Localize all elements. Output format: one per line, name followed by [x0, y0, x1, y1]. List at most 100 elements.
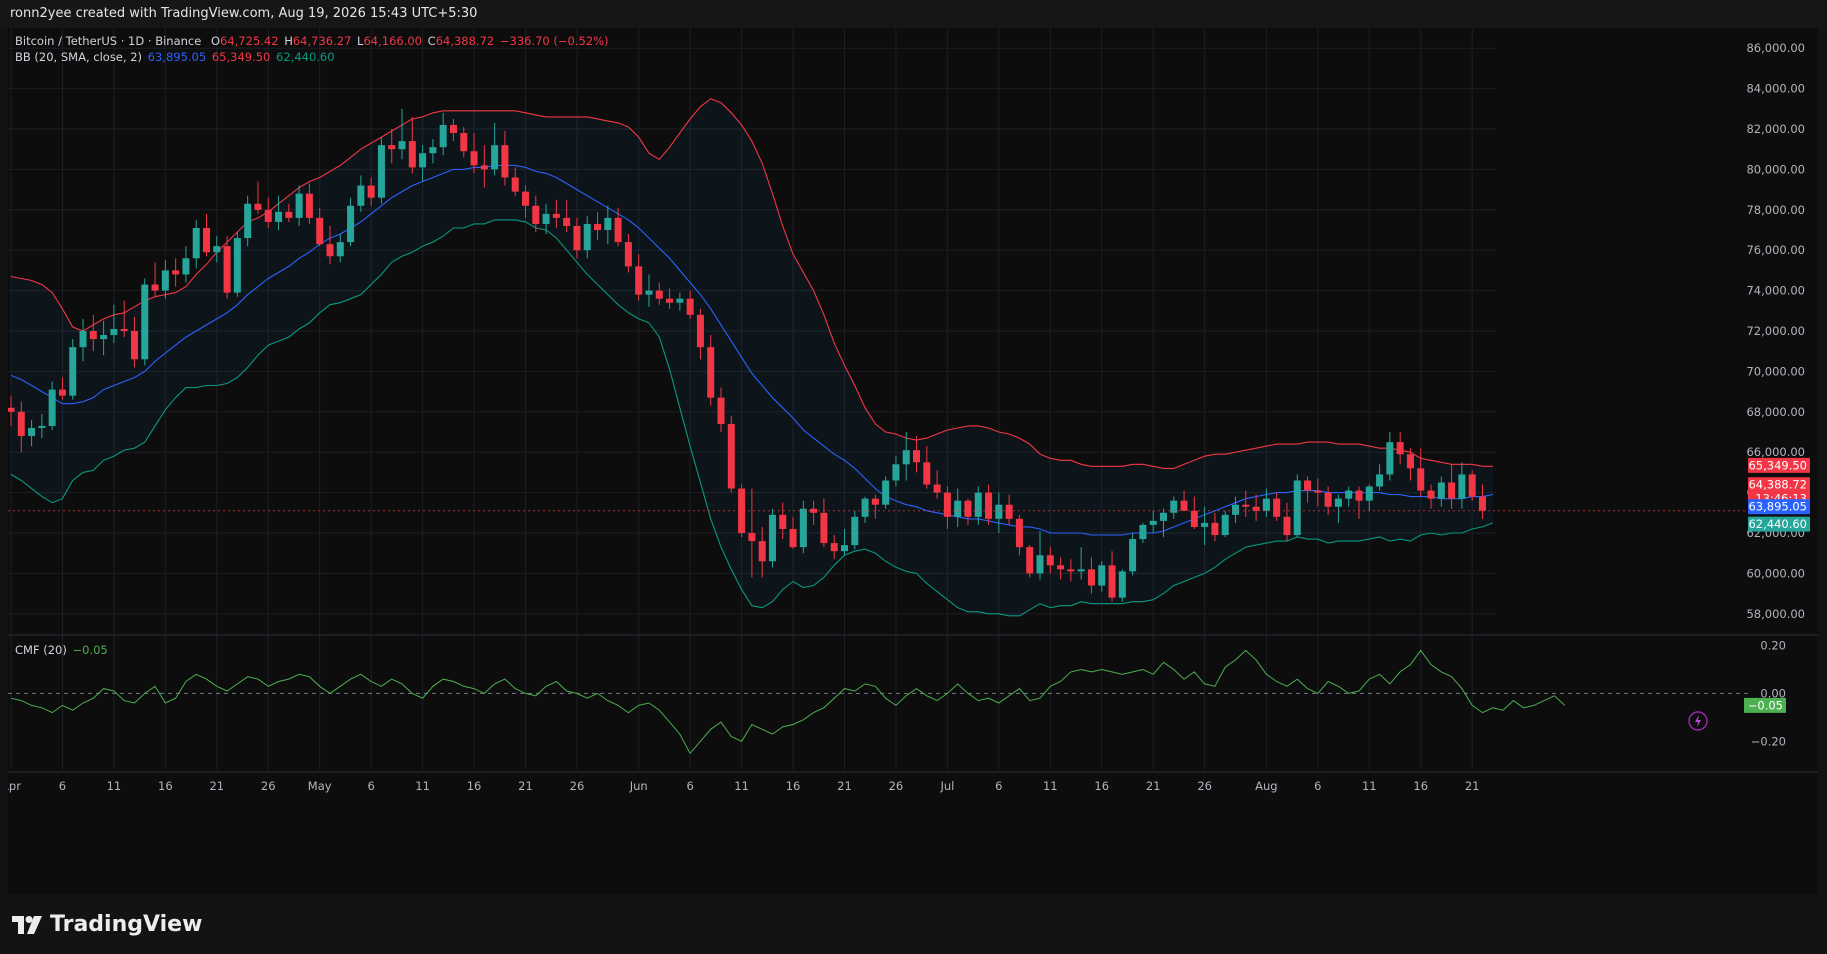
candle: [429, 139, 437, 164]
symbol-legend[interactable]: Bitcoin / TetherUS · 1D · Binance O64,72…: [15, 34, 611, 48]
candle: [738, 484, 746, 538]
candle-body: [69, 347, 77, 396]
candle-body: [1376, 474, 1384, 487]
candle: [182, 246, 190, 283]
candle-body: [1098, 565, 1106, 586]
candle-body: [264, 209, 272, 222]
candle-body: [1221, 514, 1229, 536]
candle: [120, 300, 128, 338]
chart-panel[interactable]: 86,000.00 84,000.00 82,000.00 80,000.00 78,0…: [8, 28, 1818, 894]
candle-body: [532, 205, 540, 224]
candle-body: [305, 193, 313, 218]
candle: [1118, 569, 1126, 602]
time-tick-label: 21: [837, 779, 852, 793]
candle-body: [1448, 482, 1456, 499]
candle: [1273, 492, 1281, 521]
candle-body: [398, 141, 406, 150]
candle-body: [120, 328, 128, 331]
cmf-legend[interactable]: CMF (20) −0.05: [15, 643, 110, 657]
candle: [913, 436, 921, 473]
candle: [1376, 464, 1384, 491]
candle-body: [244, 203, 252, 239]
candle: [336, 234, 344, 263]
candle: [964, 498, 972, 525]
candle: [1180, 490, 1188, 511]
cmf-tick-label: 0.20: [1760, 639, 1786, 653]
candle: [871, 494, 879, 519]
candle-body: [336, 242, 344, 257]
candle-body: [1067, 569, 1075, 572]
candle-body: [1190, 510, 1198, 527]
candle: [275, 195, 283, 230]
candle: [213, 236, 221, 263]
chart-svg[interactable]: 86,000.00 84,000.00 82,000.00 80,000.00 78,0…: [8, 28, 1818, 894]
upper-band-badge-bg: [1748, 457, 1810, 473]
candle-body: [1355, 490, 1363, 501]
candle-body: [130, 331, 138, 360]
time-tick-label: 26: [261, 779, 276, 793]
bb-label: BB (20, SMA, close, 2): [15, 50, 142, 64]
candle-body: [686, 298, 694, 315]
candle: [748, 488, 756, 578]
candle: [624, 234, 632, 273]
candle: [28, 419, 36, 447]
price-axis[interactable]: 86,000.00 84,000.00 82,000.00 80,000.00 78,0…: [1746, 41, 1805, 621]
candle-body: [367, 185, 375, 198]
candle-body: [408, 141, 416, 168]
candle: [923, 446, 931, 489]
candle-body: [696, 314, 704, 348]
candle-body: [1118, 571, 1126, 598]
candle: [943, 486, 951, 529]
price-badges: 65,349.5064,388.7213:46:1363,895.0562,44…: [1748, 457, 1810, 532]
candle-body: [1324, 492, 1332, 507]
lightning-icon[interactable]: [1688, 711, 1708, 731]
candle: [1098, 561, 1106, 592]
time-tick-label: 21: [209, 779, 224, 793]
candle-body: [1026, 547, 1034, 574]
time-axis[interactable]: Apr 6 11 16 21 26 May 6 11 16 21 26 Jun 6 11 16 21 26 Jul 6…: [8, 779, 1480, 793]
price-tick-label: 60,000.00: [1746, 566, 1805, 580]
candle: [552, 199, 560, 228]
candles: [8, 108, 1486, 602]
candle: [419, 145, 427, 182]
time-tick-label: Jun: [629, 779, 648, 793]
candle-body: [223, 246, 231, 293]
candle: [1406, 448, 1414, 481]
cmf-line: [10, 649, 1566, 755]
candle-body: [1406, 454, 1414, 469]
candle: [1149, 510, 1157, 533]
time-tick-label: 16: [158, 779, 173, 793]
price-tick-label: 70,000.00: [1746, 364, 1805, 378]
candle: [1026, 545, 1034, 578]
candle-body: [511, 177, 519, 192]
candle: [1057, 557, 1065, 580]
candle-body: [645, 290, 653, 295]
bb-legend[interactable]: BB (20, SMA, close, 2) 63,895.05 65,349.…: [15, 50, 337, 64]
basis-badge-bg: [1748, 499, 1810, 515]
candle: [172, 258, 180, 287]
candle: [501, 131, 509, 186]
time-tick-label: 26: [889, 779, 904, 793]
candle-body: [233, 238, 241, 293]
time-tick-label: 21: [518, 779, 533, 793]
candle-body: [1232, 504, 1240, 515]
time-tick-label: 11: [1362, 779, 1377, 793]
candle-body: [563, 217, 571, 226]
candle: [727, 415, 735, 493]
candle: [1478, 484, 1486, 519]
candle: [1334, 494, 1342, 523]
candle-body: [892, 464, 900, 481]
candle: [408, 116, 416, 174]
candle: [1036, 530, 1044, 580]
candle-body: [624, 242, 632, 267]
candle: [460, 126, 468, 158]
candle: [1139, 522, 1147, 544]
candle: [305, 183, 313, 224]
cmf-tick-label: −0.20: [1751, 734, 1786, 748]
tradingview-logo[interactable]: TradingView: [12, 912, 202, 937]
candle: [573, 217, 581, 259]
candle: [995, 492, 1003, 533]
candle: [285, 203, 293, 222]
candle-body: [635, 266, 643, 295]
candle-body: [851, 516, 859, 546]
